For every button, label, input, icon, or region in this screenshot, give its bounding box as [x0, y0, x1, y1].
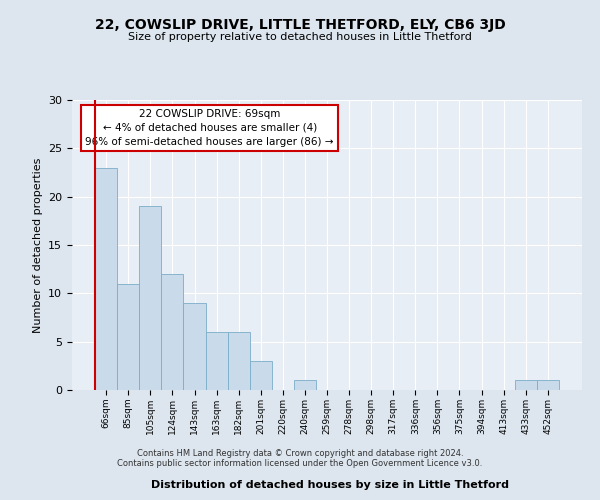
Bar [206, 332, 227, 390]
Bar [250, 361, 272, 390]
Text: Distribution of detached houses by size in Little Thetford: Distribution of detached houses by size … [151, 480, 509, 490]
Bar [294, 380, 316, 390]
Text: Size of property relative to detached houses in Little Thetford: Size of property relative to detached ho… [128, 32, 472, 42]
Text: Contains public sector information licensed under the Open Government Licence v3: Contains public sector information licen… [118, 458, 482, 468]
Text: Contains HM Land Registry data © Crown copyright and database right 2024.: Contains HM Land Registry data © Crown c… [137, 448, 463, 458]
Bar [184, 303, 206, 390]
Text: 22 COWSLIP DRIVE: 69sqm
← 4% of detached houses are smaller (4)
96% of semi-deta: 22 COWSLIP DRIVE: 69sqm ← 4% of detached… [85, 108, 334, 146]
Bar [117, 284, 139, 390]
Y-axis label: Number of detached properties: Number of detached properties [32, 158, 43, 332]
Bar [161, 274, 184, 390]
Bar [515, 380, 537, 390]
Bar [537, 380, 559, 390]
Bar [95, 168, 117, 390]
Text: 22, COWSLIP DRIVE, LITTLE THETFORD, ELY, CB6 3JD: 22, COWSLIP DRIVE, LITTLE THETFORD, ELY,… [95, 18, 505, 32]
Bar [227, 332, 250, 390]
Bar [139, 206, 161, 390]
